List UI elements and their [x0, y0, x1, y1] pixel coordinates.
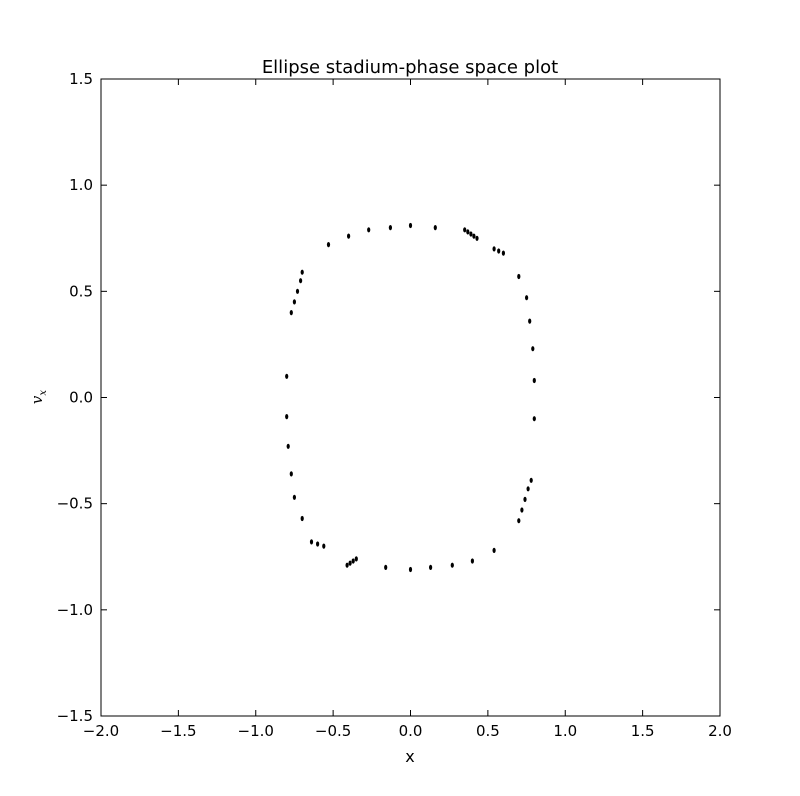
- x-tick-label: −1.0: [238, 722, 274, 740]
- data-point: [532, 416, 536, 422]
- data-point: [492, 246, 496, 252]
- x-axis-label: x: [405, 747, 414, 766]
- x-tick-label: −1.5: [160, 722, 196, 740]
- data-point: [433, 225, 437, 231]
- y-axis-ticks: −1.5 −1.0 −0.5 0.0 0.5 1.0 1.5: [57, 70, 720, 725]
- data-point: [463, 227, 467, 233]
- data-point: [529, 477, 533, 483]
- data-point: [286, 443, 290, 449]
- data-point: [429, 564, 433, 571]
- x-tick-label: −2.0: [83, 722, 119, 740]
- plot-area-frame: [100, 78, 721, 717]
- x-tick-label: 0.0: [399, 722, 423, 740]
- data-point: [309, 539, 314, 545]
- y-axis-label-subscript: x: [38, 390, 49, 396]
- data-point: [316, 541, 320, 547]
- data-point: [517, 518, 521, 524]
- data-point: [295, 288, 300, 294]
- data-point: [469, 231, 473, 237]
- data-point: [348, 560, 352, 566]
- data-point: [523, 496, 527, 502]
- data-point: [517, 273, 521, 280]
- data-point: [526, 486, 530, 492]
- data-point: [289, 310, 293, 316]
- chart-title: Ellipse stadium-phase space plot: [262, 57, 558, 78]
- x-tick-label: −0.5: [315, 722, 351, 740]
- x-axis-ticks: −2.0 −1.5 −1.0 −0.5 0.0 0.5 1.0 1.5 2.0: [83, 79, 732, 740]
- data-points: [285, 222, 536, 573]
- data-point: [285, 373, 289, 379]
- data-point: [470, 558, 474, 564]
- x-tick-label: 1.0: [553, 722, 577, 740]
- y-tick-label: −0.5: [57, 495, 93, 513]
- data-point: [345, 562, 349, 568]
- data-point: [292, 299, 296, 305]
- data-point: [354, 556, 358, 562]
- data-point: [300, 515, 304, 522]
- data-point: [351, 558, 355, 564]
- data-point: [292, 494, 296, 500]
- data-point: [466, 229, 470, 235]
- data-point: [299, 278, 303, 284]
- data-point: [501, 250, 505, 256]
- data-point: [367, 227, 371, 233]
- data-point: [326, 242, 331, 248]
- data-point: [472, 233, 476, 239]
- data-point: [285, 414, 289, 420]
- data-point: [520, 507, 524, 513]
- data-point: [300, 269, 304, 275]
- data-point: [322, 543, 326, 549]
- data-point: [532, 377, 536, 384]
- y-tick-label: 1.0: [69, 176, 93, 194]
- data-point: [388, 225, 392, 231]
- data-point: [475, 235, 479, 241]
- y-tick-label: −1.0: [57, 601, 93, 619]
- data-point: [408, 222, 413, 229]
- y-tick-label: 0.5: [69, 282, 93, 300]
- data-point: [525, 295, 529, 301]
- data-point: [384, 564, 388, 571]
- y-tick-label: −1.5: [57, 707, 93, 725]
- data-point: [497, 248, 501, 254]
- y-tick-label: 0.0: [69, 389, 93, 407]
- x-tick-label: 0.5: [476, 722, 500, 740]
- data-point: [408, 566, 413, 573]
- data-point: [528, 318, 532, 324]
- data-point: [531, 346, 535, 352]
- data-point: [450, 562, 454, 568]
- y-axis-label: vx: [28, 390, 49, 404]
- y-tick-label: 1.5: [69, 70, 93, 88]
- data-point: [289, 471, 293, 477]
- data-point: [492, 547, 496, 554]
- y-axis-label-main: v: [28, 395, 46, 404]
- x-tick-label: 2.0: [708, 722, 732, 740]
- x-tick-label: 1.5: [631, 722, 655, 740]
- data-point: [347, 233, 351, 239]
